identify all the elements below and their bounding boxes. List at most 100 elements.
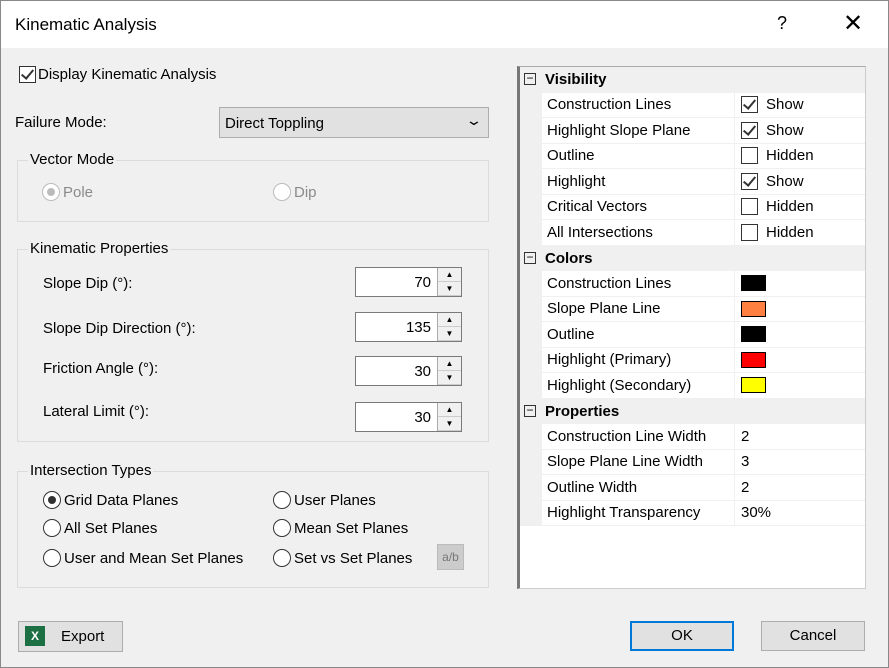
category-visibility[interactable]: − Visibility — [520, 67, 865, 93]
friction-angle-spinner[interactable]: 30 ▲ ▼ — [355, 356, 462, 386]
property-row[interactable]: Outline — [520, 322, 865, 348]
spin-up-icon[interactable]: ▲ — [438, 357, 461, 371]
help-button[interactable]: ? — [777, 13, 788, 33]
property-name: Slope Plane Line Width — [542, 449, 735, 475]
slope-dip-direction-spinner[interactable]: 135 ▲ ▼ — [355, 312, 462, 342]
spin-down-icon[interactable]: ▼ — [438, 282, 461, 296]
radio-mean-set-planes[interactable]: Mean Set Planes — [273, 519, 408, 537]
ok-button[interactable]: OK — [630, 621, 734, 651]
failure-mode-dropdown[interactable]: Direct Toppling ⌄ — [219, 107, 489, 138]
color-swatch[interactable] — [741, 300, 766, 317]
property-row[interactable]: Construction Line Width 2 — [520, 424, 865, 450]
property-row[interactable]: All Intersections Hidden — [520, 220, 865, 246]
spinner-value[interactable]: 70 — [414, 274, 431, 291]
property-value[interactable]: 2 — [741, 478, 750, 496]
property-name: Outline Width — [542, 475, 735, 501]
property-row[interactable]: Highlight Show — [520, 169, 865, 195]
property-row[interactable]: Highlight Slope Plane Show — [520, 118, 865, 144]
color-swatch[interactable] — [741, 326, 766, 343]
spin-up-icon[interactable]: ▲ — [438, 313, 461, 327]
display-kinematic-checkbox[interactable]: Display Kinematic Analysis — [19, 66, 216, 83]
checkbox-label: Display Kinematic Analysis — [38, 66, 217, 83]
checkbox-icon[interactable] — [741, 172, 758, 190]
export-button[interactable]: X Export — [18, 621, 123, 652]
spin-down-icon[interactable]: ▼ — [438, 417, 461, 431]
spinner-value[interactable]: 135 — [405, 319, 431, 336]
property-row[interactable]: Slope Plane Line — [520, 296, 865, 322]
checkbox-icon[interactable] — [741, 147, 758, 165]
property-value[interactable]: 3 — [741, 453, 750, 471]
spin-up-icon[interactable]: ▲ — [438, 268, 461, 282]
collapse-icon[interactable]: − — [524, 251, 536, 264]
property-value: Show — [766, 96, 804, 114]
spin-down-icon[interactable]: ▼ — [438, 371, 461, 385]
radio-label: Dip — [294, 183, 317, 201]
slope-dip-direction-label: Slope Dip Direction (°): — [43, 320, 196, 337]
radio-dip[interactable]: Dip — [273, 183, 317, 201]
property-row[interactable]: Outline Hidden — [520, 143, 865, 169]
slope-dip-spinner[interactable]: 70 ▲ ▼ — [355, 267, 462, 297]
radio-label: All Set Planes — [64, 519, 158, 537]
property-row[interactable]: Critical Vectors Hidden — [520, 194, 865, 220]
property-name: Construction Line Width — [542, 424, 735, 450]
checkbox-icon[interactable] — [741, 198, 758, 216]
property-row[interactable]: Slope Plane Line Width 3 — [520, 449, 865, 475]
property-name: Highlight (Secondary) — [542, 373, 735, 399]
property-name: Construction Lines — [542, 271, 735, 297]
spinner-value[interactable]: 30 — [414, 409, 431, 426]
chevron-down-icon: ⌄ — [465, 112, 483, 128]
checkbox-icon[interactable] — [741, 96, 758, 114]
property-row[interactable]: Highlight (Primary) — [520, 347, 865, 373]
cancel-button[interactable]: Cancel — [761, 621, 865, 651]
radio-user-and-mean-set-planes[interactable]: User and Mean Set Planes — [43, 549, 243, 567]
property-value[interactable]: 30% — [741, 504, 772, 522]
property-row[interactable]: Outline Width 2 — [520, 475, 865, 501]
category-label: Colors — [545, 249, 593, 267]
property-row[interactable]: Construction Lines Show — [520, 92, 865, 118]
radio-user-planes[interactable]: User Planes — [273, 491, 376, 509]
property-row[interactable]: Highlight Transparency 30% — [520, 500, 865, 526]
lateral-limit-spinner[interactable]: 30 ▲ ▼ — [355, 402, 462, 432]
property-name: Slope Plane Line — [542, 296, 735, 322]
collapse-icon[interactable]: − — [524, 404, 536, 417]
set-pair-button[interactable]: a/b — [437, 544, 464, 570]
spinner-value[interactable]: 30 — [414, 363, 431, 380]
failure-mode-label: Failure Mode: — [15, 114, 107, 131]
radio-grid-data-planes[interactable]: Grid Data Planes — [43, 491, 178, 509]
slope-dip-label: Slope Dip (°): — [43, 275, 133, 292]
radio-label: Pole — [63, 183, 94, 201]
category-colors[interactable]: − Colors — [520, 245, 865, 271]
dialog-title: Kinematic Analysis — [15, 15, 157, 34]
excel-icon: X — [25, 626, 45, 646]
close-button[interactable]: ✕ — [843, 10, 864, 37]
property-row[interactable]: Highlight (Secondary) — [520, 373, 865, 399]
group-title: Kinematic Properties — [28, 240, 171, 257]
friction-angle-label: Friction Angle (°): — [43, 360, 159, 377]
collapse-icon[interactable]: − — [524, 72, 536, 85]
color-swatch[interactable] — [741, 377, 766, 394]
checkbox-icon[interactable] — [741, 223, 758, 241]
category-properties[interactable]: − Properties — [520, 398, 865, 424]
property-value[interactable]: 2 — [741, 427, 750, 445]
dropdown-value: Direct Toppling — [225, 115, 324, 132]
property-grid[interactable]: − Visibility Construction Lines Show Highlig… — [517, 66, 866, 589]
radio-label: Set vs Set Planes — [294, 549, 413, 567]
export-label: Export — [61, 628, 105, 645]
spin-down-icon[interactable]: ▼ — [438, 327, 461, 341]
checkbox-icon[interactable] — [741, 121, 758, 139]
property-name: Highlight Slope Plane — [542, 118, 735, 144]
spin-up-icon[interactable]: ▲ — [438, 403, 461, 417]
radio-set-vs-set-planes[interactable]: Set vs Set Planes — [273, 549, 412, 567]
category-label: Visibility — [545, 71, 607, 89]
intersection-types-group: Intersection Types Grid Data Planes User… — [17, 462, 489, 588]
radio-all-set-planes[interactable]: All Set Planes — [43, 519, 157, 537]
radio-label: Grid Data Planes — [64, 491, 179, 509]
radio-pole[interactable]: Pole — [42, 183, 93, 201]
property-name: Highlight Transparency — [542, 500, 735, 526]
radio-label: User Planes — [294, 491, 376, 509]
color-swatch[interactable] — [741, 275, 766, 292]
property-name: Highlight — [542, 169, 735, 195]
property-row[interactable]: Construction Lines — [520, 271, 865, 297]
color-swatch[interactable] — [741, 351, 766, 368]
